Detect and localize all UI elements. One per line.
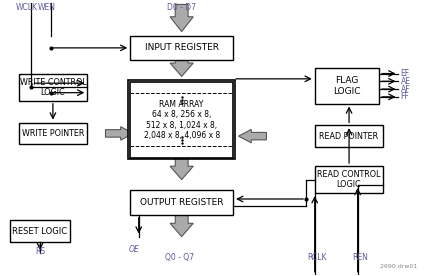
FancyBboxPatch shape (315, 68, 379, 104)
FancyBboxPatch shape (130, 190, 233, 215)
Text: RAM ARRAY
64 x 8, 256 x 8,
512 x 8, 1,024 x 8,
2,048 x 8, 4,096 x 8: RAM ARRAY 64 x 8, 256 x 8, 512 x 8, 1,02… (143, 100, 220, 140)
Text: FLAG
LOGIC: FLAG LOGIC (333, 76, 361, 95)
Text: OUTPUT REGISTER: OUTPUT REGISTER (140, 198, 223, 207)
FancyBboxPatch shape (19, 123, 87, 144)
Text: INPUT REGISTER: INPUT REGISTER (145, 43, 219, 52)
Polygon shape (170, 155, 193, 180)
Text: RESET LOGIC: RESET LOGIC (13, 227, 67, 236)
Text: WRITE POINTER: WRITE POINTER (22, 129, 84, 138)
FancyBboxPatch shape (130, 82, 233, 158)
FancyBboxPatch shape (130, 36, 233, 60)
Text: READ POINTER: READ POINTER (320, 132, 378, 141)
Text: OE: OE (129, 245, 140, 254)
Text: WEN: WEN (38, 3, 55, 12)
FancyBboxPatch shape (10, 220, 70, 242)
Polygon shape (170, 4, 193, 31)
Text: WRITE CONTROL
LOGIC: WRITE CONTROL LOGIC (19, 78, 86, 97)
Polygon shape (105, 127, 133, 140)
Text: Q0 - Q7: Q0 - Q7 (165, 253, 194, 262)
Text: WCLK: WCLK (16, 3, 38, 12)
Text: AF: AF (400, 84, 410, 94)
FancyBboxPatch shape (315, 125, 383, 147)
FancyBboxPatch shape (128, 81, 235, 159)
FancyBboxPatch shape (315, 166, 383, 193)
Text: AE: AE (400, 77, 410, 86)
Text: 2690 drw01: 2690 drw01 (381, 264, 418, 269)
Text: EF: EF (400, 69, 410, 78)
Text: RS: RS (35, 247, 45, 256)
Text: REN: REN (352, 253, 368, 262)
Polygon shape (170, 212, 193, 237)
Polygon shape (238, 129, 267, 143)
Polygon shape (170, 52, 193, 76)
Text: FF: FF (400, 92, 409, 101)
Text: RCLK: RCLK (307, 253, 327, 262)
FancyBboxPatch shape (19, 74, 87, 101)
Text: D0 - D7: D0 - D7 (167, 3, 196, 12)
Text: READ CONTROL
LOGIC: READ CONTROL LOGIC (318, 170, 381, 189)
